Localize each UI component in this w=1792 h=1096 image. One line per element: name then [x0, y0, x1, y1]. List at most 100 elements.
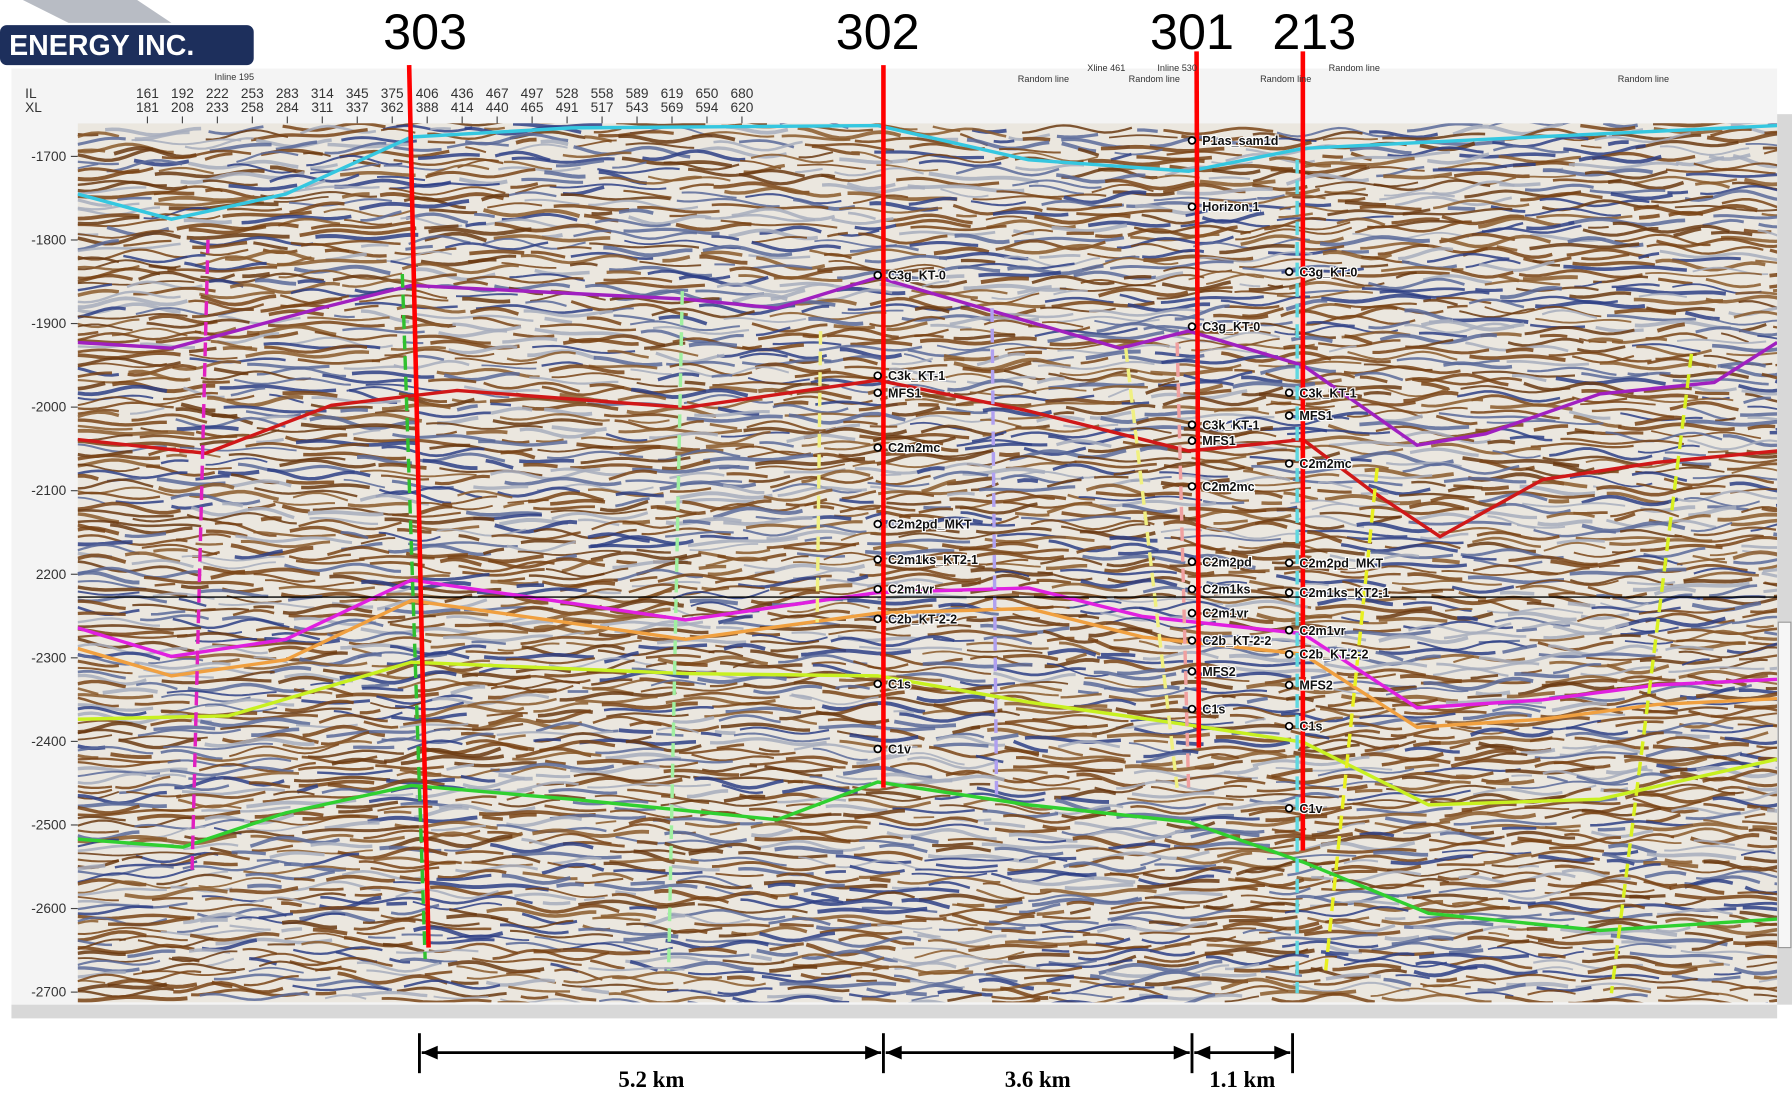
reflector — [361, 579, 472, 591]
reflector — [1015, 755, 1126, 766]
reflector — [340, 408, 369, 413]
reflector — [453, 280, 489, 286]
reflector — [766, 541, 856, 550]
reflector — [1712, 796, 1778, 809]
reflector — [1336, 668, 1426, 677]
reflector — [994, 803, 1050, 815]
reflector — [990, 733, 1019, 741]
reflector — [1229, 713, 1265, 721]
reflector — [389, 957, 411, 964]
reflector — [933, 246, 990, 256]
reflector — [166, 689, 277, 697]
reflector — [508, 191, 557, 198]
reflector — [1234, 431, 1277, 438]
reflector — [425, 938, 495, 945]
fault — [190, 239, 210, 874]
reflector — [1141, 213, 1197, 225]
crossline-label: 594 — [696, 100, 719, 115]
reflector — [1368, 320, 1410, 330]
reflector — [1526, 220, 1575, 231]
reflector — [77, 166, 154, 174]
reflector — [1492, 135, 1589, 148]
reflector — [1061, 827, 1172, 838]
reflector — [603, 276, 673, 283]
reflector — [1486, 419, 1604, 425]
reflector — [511, 619, 554, 627]
reflector — [508, 812, 537, 819]
reflector — [529, 376, 619, 385]
reflector — [838, 933, 915, 946]
reflector — [549, 183, 667, 191]
reflector — [1267, 854, 1357, 860]
reflector — [1762, 146, 1778, 150]
reflector — [395, 888, 499, 900]
reflector — [1384, 934, 1420, 942]
reflector — [304, 852, 360, 867]
reflector — [982, 882, 1052, 895]
reflector — [1606, 663, 1670, 675]
reflector — [506, 815, 583, 828]
reflector — [1213, 313, 1269, 320]
reflector — [1422, 984, 1471, 989]
reflector — [202, 565, 321, 577]
reflector — [1567, 601, 1596, 609]
reflector — [901, 440, 944, 449]
reflector — [1119, 293, 1155, 304]
reflector — [899, 230, 996, 237]
reflector — [962, 360, 1032, 374]
reflector — [1122, 503, 1178, 514]
reflector — [1549, 911, 1653, 921]
marker-dot — [1187, 667, 1197, 676]
reflector — [992, 997, 1041, 1003]
reflector — [1008, 832, 1078, 843]
reflector — [77, 930, 147, 942]
reflector — [1520, 174, 1576, 178]
reflector — [1009, 448, 1127, 462]
reflector — [1225, 817, 1302, 827]
reflector — [1624, 640, 1674, 645]
reflector — [1303, 929, 1401, 937]
inline-label: 222 — [206, 86, 229, 101]
reflector — [326, 631, 417, 642]
reflector — [1753, 636, 1778, 641]
reflector — [827, 231, 849, 238]
reflector — [503, 160, 553, 171]
marker-dot — [1284, 649, 1294, 659]
reflector — [229, 281, 341, 295]
reflector — [1451, 268, 1514, 279]
reflector — [1596, 485, 1693, 497]
reflector — [1488, 123, 1570, 128]
reflector — [927, 629, 1038, 638]
reflector — [1646, 243, 1764, 255]
reflector — [1107, 387, 1130, 398]
reflector — [535, 721, 619, 733]
reflector — [117, 196, 152, 202]
reflector — [649, 431, 719, 440]
reflector — [494, 222, 612, 234]
reflector — [275, 140, 318, 152]
reflector — [637, 205, 720, 214]
reflector — [1605, 431, 1723, 443]
reflector — [976, 786, 1046, 798]
reflector — [1755, 259, 1778, 264]
reflector — [1619, 528, 1682, 538]
reflector — [1522, 502, 1626, 508]
reflector — [1470, 674, 1499, 680]
reflector — [1319, 464, 1389, 470]
reflector — [229, 924, 271, 931]
reflector — [1684, 189, 1778, 202]
section-label: Inline 530 — [1157, 63, 1197, 73]
reflector — [284, 699, 354, 713]
reflector — [375, 764, 445, 771]
reflector — [1469, 354, 1566, 362]
reflector — [1486, 806, 1570, 815]
reflector — [591, 678, 633, 686]
reflector — [594, 882, 698, 892]
reflector — [597, 167, 680, 175]
reflector — [1343, 957, 1448, 968]
reflector — [1726, 351, 1778, 357]
reflector — [1370, 550, 1454, 560]
reflector — [425, 629, 529, 637]
reflector — [1190, 815, 1260, 823]
reflector — [542, 901, 571, 906]
